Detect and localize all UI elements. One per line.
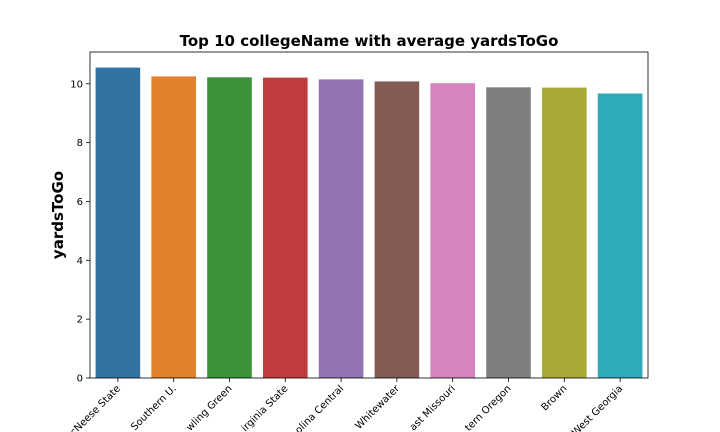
x-tick-label-5: Whitewater: [354, 383, 403, 432]
bar-4: [318, 79, 364, 379]
x-tick-label-4: olina Central: [293, 383, 346, 432]
y-tick-label-3: 6: [77, 197, 83, 208]
x-tick-label-3: irginia State: [240, 383, 291, 432]
x-tick-label-2: wling Green: [184, 383, 234, 432]
chart-title: Top 10 collegeName with average yardsToG…: [180, 32, 559, 50]
y-tick-label-4: 8: [77, 138, 83, 149]
x-tick-label-0: cNeese State: [68, 383, 123, 432]
x-tick-label-6: ast Missouri: [408, 383, 458, 432]
bar-3: [262, 77, 308, 378]
x-tick-label-7: tern Oregon: [463, 383, 513, 432]
y-axis-ticks: 0 2 4 6 8 10: [70, 79, 90, 385]
bar-0: [95, 67, 141, 378]
bars-group: [95, 67, 643, 379]
y-axis-label: yardsToGo: [49, 171, 67, 259]
bar-9: [597, 93, 643, 379]
y-tick-label-5: 10: [70, 79, 83, 90]
bar-5: [374, 81, 420, 379]
y-tick-label-0: 0: [77, 374, 83, 385]
x-tick-label-8: Brown: [539, 383, 569, 413]
bar-7: [486, 87, 531, 378]
x-axis-ticks: cNeese State Southern U. wling Green irgini…: [68, 378, 625, 432]
x-tick-label-1: Southern U.: [129, 383, 179, 432]
bar-2: [207, 77, 252, 379]
bar-8: [541, 87, 587, 378]
y-tick-label-1: 2: [77, 315, 83, 326]
x-tick-label-9: West Georgia: [570, 383, 625, 432]
plot-frame: [89, 51, 649, 379]
y-tick-label-2: 4: [77, 256, 83, 267]
bar-6: [430, 83, 476, 378]
bar-1: [151, 76, 197, 379]
